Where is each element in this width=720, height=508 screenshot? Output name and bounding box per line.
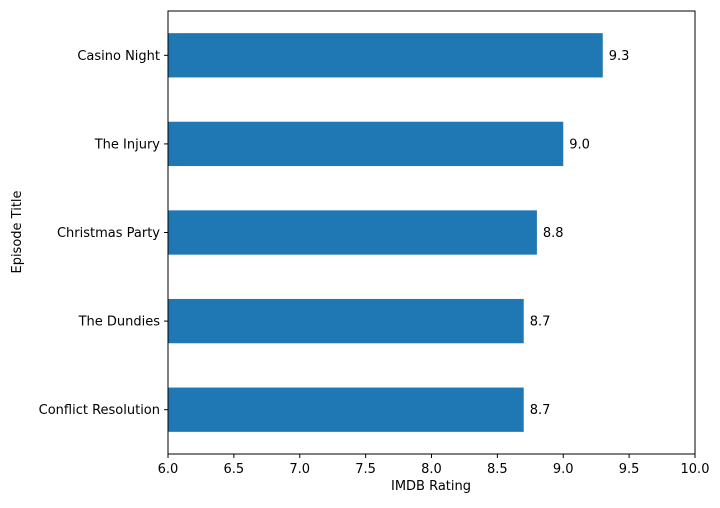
x-tick-label-8: 10.0 xyxy=(681,462,710,477)
bar-4 xyxy=(168,387,524,432)
x-axis-label: IMDB Rating xyxy=(391,479,471,494)
x-tick-label-7: 9.5 xyxy=(619,462,640,477)
x-tick-label-4: 8.0 xyxy=(421,462,442,477)
value-label-0: 9.3 xyxy=(609,49,630,64)
value-label-3: 8.7 xyxy=(530,315,551,330)
x-axis-ticks: 6.0 6.5 7.0 7.5 8.0 8.5 9.0 9.5 10.0 xyxy=(158,454,710,477)
y-axis-label: Episode Title xyxy=(10,190,25,273)
value-label-2: 8.8 xyxy=(543,226,564,241)
y-tick-label-4: Conflict Resolution xyxy=(39,403,160,418)
y-axis-ticks: Casino Night The Injury Christmas Party The… xyxy=(39,49,168,418)
bar-0 xyxy=(168,33,603,78)
value-labels-group: 9.3 9.0 8.8 8.7 8.7 xyxy=(530,49,630,418)
y-tick-label-1: The Injury xyxy=(94,137,161,152)
x-tick-label-6: 9.0 xyxy=(553,462,574,477)
x-tick-label-3: 7.5 xyxy=(355,462,376,477)
y-tick-label-2: Christmas Party xyxy=(57,226,160,241)
x-tick-label-1: 6.5 xyxy=(224,462,245,477)
x-tick-label-0: 6.0 xyxy=(158,462,179,477)
value-label-4: 8.7 xyxy=(530,403,551,418)
bars-group xyxy=(168,33,603,432)
x-tick-label-2: 7.0 xyxy=(289,462,310,477)
bar-2 xyxy=(168,210,537,255)
bar-3 xyxy=(168,298,524,344)
bar-1 xyxy=(168,121,564,167)
value-label-1: 9.0 xyxy=(569,137,590,152)
x-tick-label-5: 8.5 xyxy=(487,462,508,477)
y-tick-label-3: The Dundies xyxy=(78,315,161,330)
y-tick-label-0: Casino Night xyxy=(77,49,160,64)
